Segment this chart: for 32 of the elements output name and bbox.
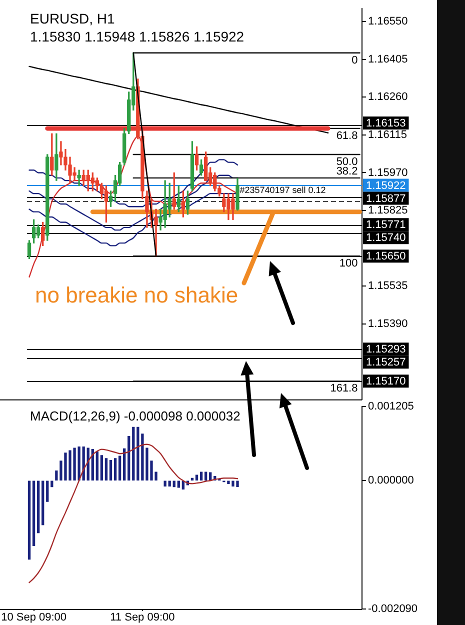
series-label: 0 <box>352 54 358 66</box>
y-tick-label: 1.15825 <box>368 204 408 217</box>
ref-line-label: 1.15922 <box>366 180 406 192</box>
ref-line-label: 1.15257 <box>366 356 406 369</box>
ref-line-label: 1.15293 <box>366 344 406 356</box>
text: 1.15830 1.15948 1.15826 1.15922 <box>30 28 244 44</box>
ref-line-label: 1.15740 <box>366 232 406 244</box>
y-tick-label: 0.001205 <box>368 400 414 413</box>
ref-line-label: 1.15650 <box>366 250 406 263</box>
x-tick-label: 10 Sep 09:00 <box>1 612 67 624</box>
chart-title: EURUSD, H1 <box>30 10 116 26</box>
ref-line-label: 1.15877 <box>366 192 406 205</box>
y-tick-label: 0.000000 <box>368 474 414 487</box>
ref-line-label: 1.15170 <box>366 376 406 388</box>
y-tick-label: -0.002090 <box>368 603 418 616</box>
annotation: no breakie no shakie <box>35 282 238 308</box>
series-label: 61.8 <box>336 130 358 142</box>
series-label: 161.8 <box>330 382 358 395</box>
annotation: #235740197 sell 0.12 <box>240 185 326 196</box>
ref-line-label: 1.15771 <box>366 219 406 232</box>
y-tick-label: 1.15535 <box>368 280 408 292</box>
series-label: 38.2 <box>336 165 358 178</box>
series-label: 100 <box>339 258 358 270</box>
y-tick-label: 1.15970 <box>368 166 408 179</box>
ref-line-label: 1.16153 <box>366 117 406 130</box>
x-tick-label: 11 Sep 09:00 <box>110 612 175 624</box>
y-tick-label: 1.16405 <box>368 53 408 66</box>
y-tick-label: 1.16260 <box>368 91 408 104</box>
y-tick-label: 1.16550 <box>368 16 408 28</box>
y-tick-label: 1.16115 <box>368 128 407 141</box>
y-tick-label: 1.15390 <box>368 318 408 330</box>
chart-title: MACD(12,26,9) -0.000098 0.000032 <box>30 408 240 424</box>
